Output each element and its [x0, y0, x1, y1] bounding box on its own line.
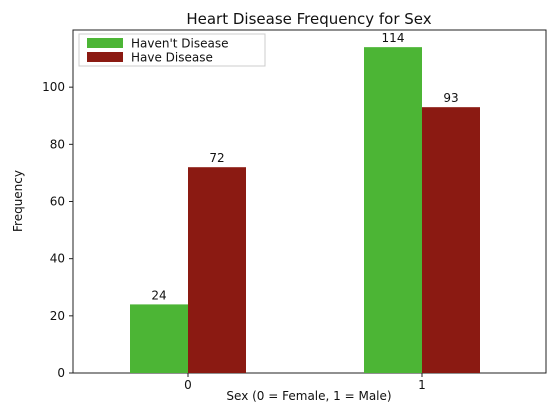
bar-haven-t-disease-0 [130, 304, 188, 373]
y-tick-label-80: 80 [50, 137, 65, 151]
y-tick-label-0: 0 [57, 366, 65, 380]
y-tick-label-40: 40 [50, 252, 65, 266]
y-axis-label: Frequency [11, 170, 25, 232]
legend-label-havent-disease: Haven't Disease [131, 37, 228, 51]
y-tick-label-20: 20 [50, 309, 65, 323]
legend-swatch-have-disease [87, 52, 123, 62]
y-tick-label-100: 100 [42, 80, 65, 94]
data-label-haven-t-disease-1: 114 [382, 31, 405, 45]
bar-have-disease-1 [422, 107, 480, 374]
bar-have-disease-0 [188, 167, 246, 373]
chart-title: Heart Disease Frequency for Sex [186, 10, 431, 28]
data-label-have-disease-1: 93 [443, 91, 458, 105]
bars-group [130, 47, 480, 374]
bar-haven-t-disease-1 [364, 47, 422, 374]
legend-label-have-disease: Have Disease [131, 51, 213, 65]
legend-swatch-havent-disease [87, 38, 123, 48]
y-axis-ticks: 0 20 40 60 80 100 [42, 80, 73, 380]
legend: Haven't Disease Have Disease [78, 33, 266, 67]
x-tick-label-0: 0 [184, 378, 192, 392]
data-labels-group: 24 72 114 93 [151, 31, 458, 302]
y-tick-label-60: 60 [50, 195, 65, 209]
x-axis-label: Sex (0 = Female, 1 = Male) [226, 389, 391, 403]
x-tick-label-1: 1 [418, 378, 426, 392]
data-label-haven-t-disease-0: 24 [151, 288, 166, 302]
data-label-have-disease-0: 72 [209, 151, 224, 165]
